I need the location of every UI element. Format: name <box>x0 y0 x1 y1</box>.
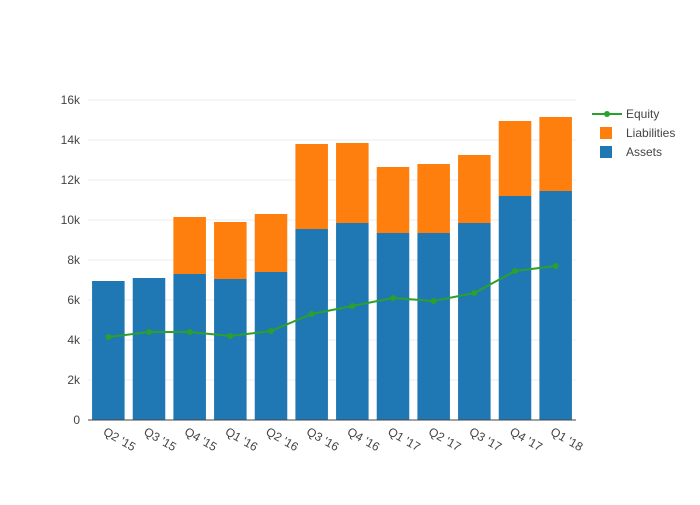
bar-liabilities[interactable] <box>417 164 450 233</box>
legend-swatch <box>600 127 612 139</box>
y-tick-label: 8k <box>67 253 81 267</box>
equity-point[interactable] <box>552 263 559 269</box>
x-tick-label: Q4 '16 <box>345 424 383 454</box>
x-tick-label: Q2 '16 <box>264 424 302 454</box>
y-tick-label: 16k <box>61 93 81 107</box>
x-tick-label: Q3 '15 <box>142 424 180 454</box>
x-tick-label: Q2 '15 <box>101 424 139 454</box>
y-tick-label: 12k <box>61 173 81 187</box>
legend-item-assets[interactable]: Assets <box>600 145 662 159</box>
bars <box>92 117 572 420</box>
bar-assets[interactable] <box>498 196 532 420</box>
bar-liabilities[interactable] <box>336 143 369 223</box>
bar-assets[interactable] <box>417 233 450 420</box>
bar-assets[interactable] <box>92 281 125 420</box>
bar-liabilities[interactable] <box>214 222 247 279</box>
legend-item-liabilities[interactable]: Liabilities <box>600 126 675 140</box>
legend-label: Assets <box>626 145 662 159</box>
bar-liabilities[interactable] <box>173 217 206 274</box>
bar-assets[interactable] <box>376 233 410 420</box>
y-tick-label: 0 <box>73 413 80 427</box>
x-tick-label: Q1 '18 <box>548 424 586 454</box>
equity-point[interactable] <box>227 333 234 339</box>
equity-point[interactable] <box>349 303 356 309</box>
legend-label: Liabilities <box>626 126 675 140</box>
equity-point[interactable] <box>390 295 396 301</box>
x-tick-label: Q3 '16 <box>304 424 342 454</box>
equity-point[interactable] <box>186 329 193 335</box>
bar-assets[interactable] <box>214 279 247 420</box>
equity-line <box>108 265 556 338</box>
x-tick-label: Q1 '17 <box>386 424 424 454</box>
equity-point[interactable] <box>430 298 437 304</box>
x-tick-label: Q3 '17 <box>467 424 505 454</box>
y-tick-label: 10k <box>61 213 81 227</box>
bar-liabilities[interactable] <box>295 144 328 229</box>
y-tick-label: 6k <box>67 293 81 307</box>
y-tick-label: 14k <box>61 133 81 147</box>
y-tick-label: 4k <box>67 333 81 347</box>
bar-liabilities[interactable] <box>498 121 532 196</box>
bar-assets[interactable] <box>458 223 491 420</box>
bar-assets[interactable] <box>295 229 328 420</box>
bar-liabilities[interactable] <box>376 167 410 233</box>
y-tick-label: 2k <box>67 373 81 387</box>
x-tick-label: Q4 '17 <box>508 424 546 454</box>
gridlines <box>88 99 576 381</box>
bar-assets[interactable] <box>132 278 166 420</box>
equity-line-layer <box>105 263 559 340</box>
legend-label: Equity <box>626 107 659 121</box>
bar-assets[interactable] <box>539 191 572 420</box>
legend-marker <box>604 111 610 117</box>
equity-point[interactable] <box>308 311 315 317</box>
x-tick-label: Q1 '16 <box>223 424 261 454</box>
bar-liabilities[interactable] <box>458 155 491 223</box>
bar-liabilities[interactable] <box>539 117 572 191</box>
bar-assets[interactable] <box>173 274 206 420</box>
x-tick-label: Q2 '17 <box>426 424 464 454</box>
legend-swatch <box>600 146 612 158</box>
equity-point[interactable] <box>471 290 478 296</box>
bar-assets[interactable] <box>336 223 369 420</box>
equity-point[interactable] <box>268 328 274 334</box>
equity-point[interactable] <box>146 329 152 335</box>
bar-assets[interactable] <box>254 272 288 420</box>
x-tick-label: Q4 '15 <box>182 424 220 454</box>
equity-point[interactable] <box>105 334 112 340</box>
equity-point[interactable] <box>512 268 518 274</box>
legend: Equity Liabilities Assets <box>592 107 675 159</box>
bar-liabilities[interactable] <box>254 214 288 272</box>
legend-item-equity[interactable]: Equity <box>592 107 659 121</box>
